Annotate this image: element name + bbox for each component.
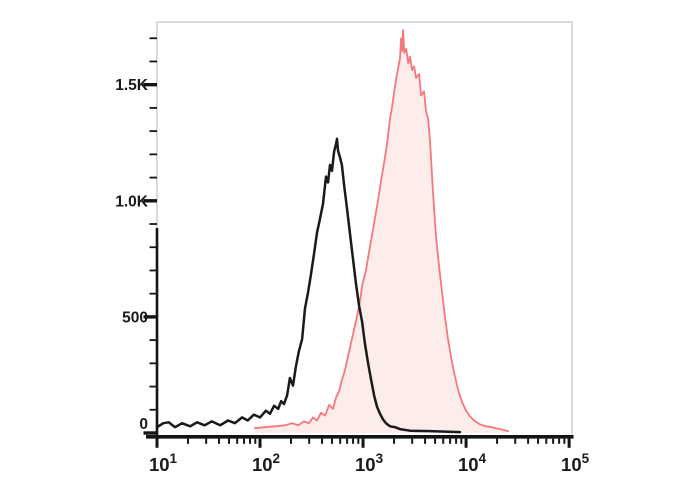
black-open-histogram-curve <box>155 137 462 434</box>
x-tick-label: 101 <box>149 451 178 475</box>
x-tick-label: 104 <box>458 451 487 475</box>
y-tick-label: 500 <box>122 309 148 326</box>
y-tick-label: 1.5K <box>115 77 149 94</box>
y-tick-label: 1.0K <box>115 193 149 210</box>
x-tick-label: 105 <box>561 451 590 475</box>
red-filled-histogram-curve <box>253 29 509 432</box>
y-tick-label: 0 <box>139 416 148 433</box>
x-tick-label: 102 <box>252 451 280 475</box>
x-tick-label: 103 <box>355 451 384 475</box>
red-filled-histogram-fill <box>254 30 509 433</box>
